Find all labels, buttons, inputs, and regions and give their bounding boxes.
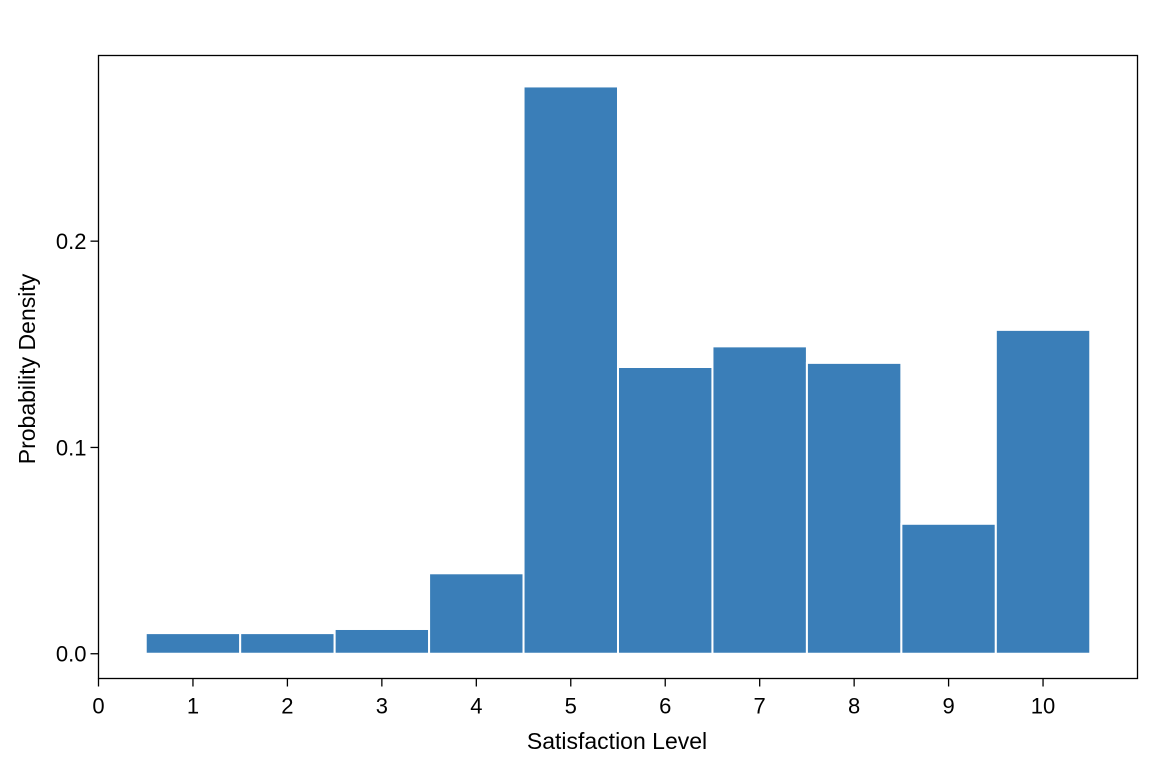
x-tick-label: 8	[848, 694, 860, 719]
bar-1	[144, 632, 242, 655]
x-tick-label: 7	[754, 694, 766, 719]
y-tick-label: 0.0	[56, 642, 87, 667]
bar-8	[805, 361, 903, 655]
x-tick-label: 3	[376, 694, 388, 719]
plot-panel-border	[97, 54, 1139, 680]
x-tick-label: 10	[1031, 694, 1055, 719]
y-tick-label: 0.1	[56, 435, 87, 460]
x-tick-label: 4	[470, 694, 482, 719]
bar-4	[428, 572, 525, 655]
bar-10	[994, 328, 1092, 655]
x-tick-label: 1	[187, 694, 199, 719]
y-tick-label: 0.2	[56, 229, 87, 254]
bar-6	[617, 366, 714, 655]
bar-3	[333, 627, 431, 655]
bar-2	[239, 632, 336, 655]
x-axis: 0 1 2 3 4 5 6 7 8 9 10	[92, 678, 1055, 719]
x-tick-label: 6	[659, 694, 671, 719]
x-tick-label: 5	[565, 694, 577, 719]
x-tick-label: 9	[942, 694, 954, 719]
bar-5	[522, 85, 620, 655]
x-tick-label: 2	[281, 694, 293, 719]
x-axis-title: Satisfaction Level	[527, 728, 707, 754]
x-tick-label: 0	[92, 694, 104, 719]
y-axis: 0.0 0.1 0.2	[56, 229, 99, 667]
bar-9	[900, 522, 997, 655]
bar-7	[711, 345, 808, 655]
bars-group	[144, 85, 1092, 655]
y-axis-title: Probability Density	[14, 273, 40, 464]
